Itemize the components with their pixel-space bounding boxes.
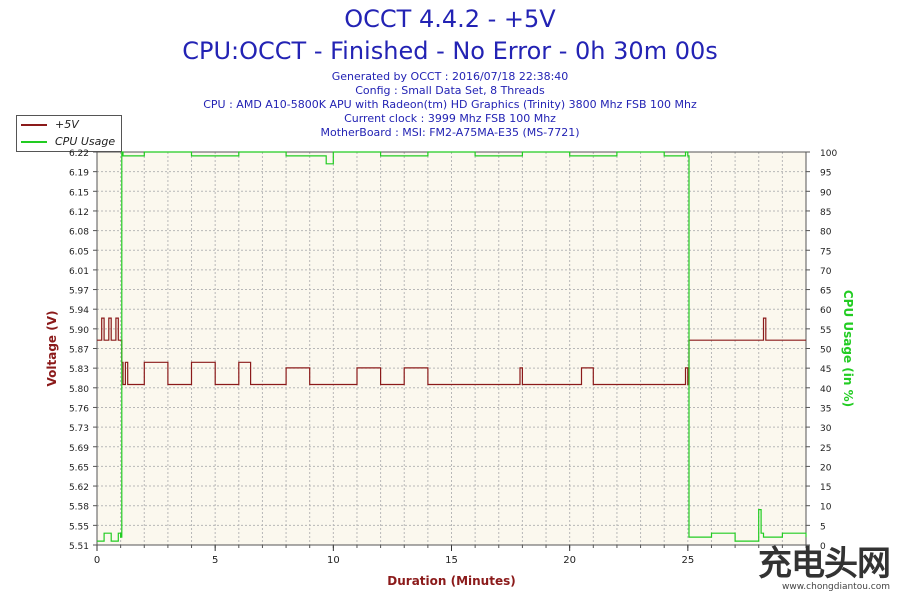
info-cpu: CPU : AMD A10-5800K APU with Radeon(tm) …	[203, 98, 697, 111]
y-left-tick-label: 6.22	[69, 149, 89, 159]
legend-swatch-5v	[21, 124, 47, 126]
y-right-tick-label: 80	[820, 228, 832, 238]
y-right-tick-label: 25	[820, 444, 831, 454]
y-right-tick-label: 0	[820, 542, 826, 552]
y-right-tick-label: 50	[820, 346, 832, 356]
y-left-tick-label: 5.97	[69, 287, 89, 297]
y-right-tick-label: 70	[820, 267, 832, 277]
info-motherboard: MotherBoard : MSI: FM2-A75MA-E35 (MS-772…	[320, 126, 580, 139]
watermark-logo: 充电头网	[758, 544, 891, 584]
y-right-tick-label: 65	[820, 287, 831, 297]
y-right-tick-label: 60	[820, 306, 832, 316]
y-left-tick-label: 5.58	[69, 503, 89, 513]
x-tick-label: 0	[94, 555, 100, 566]
y-left-tick-label: 5.73	[69, 424, 89, 434]
chart-subtitle: CPU:OCCT - Finished - No Error - 0h 30m …	[182, 37, 718, 65]
info-clock: Current clock : 3999 Mhz FSB 100 Mhz	[344, 112, 556, 125]
y-left-tick-label: 5.87	[69, 346, 89, 356]
series-line-cpu-usage	[97, 151, 807, 542]
x-axis-label: Duration (Minutes)	[387, 574, 515, 588]
y-left-tick-label: 5.76	[69, 404, 89, 414]
y-left-axis-label: Voltage (V)	[45, 311, 59, 387]
y-right-axis-label: CPU Usage (in %)	[841, 290, 855, 407]
y-right-tick-label: 35	[820, 404, 831, 414]
legend-swatch-cpu-usage	[21, 141, 47, 143]
y-right-tick-label: 85	[820, 208, 831, 218]
y-left-tick-label: 6.15	[69, 188, 89, 198]
x-tick-label: 15	[445, 555, 458, 566]
chart-title: OCCT 4.4.2 - +5V	[344, 5, 556, 33]
y-left-tick-label: 5.69	[69, 444, 89, 454]
y-right-tick-label: 5	[820, 522, 826, 532]
y-left-tick-label: 6.19	[69, 169, 89, 179]
y-right-tick-label: 10	[820, 503, 832, 513]
y-right-tick-label: 100	[820, 149, 837, 159]
legend-label-cpu-usage: CPU Usage	[55, 135, 116, 148]
y-left-tick-label: 6.05	[69, 247, 89, 257]
y-left-tick-label: 6.08	[69, 228, 89, 238]
y-right-tick-label: 75	[820, 247, 831, 257]
info-generated: Generated by OCCT : 2016/07/18 22:38:40	[331, 70, 569, 83]
watermark-url: www.chongdiantou.com	[782, 582, 890, 592]
y-right-tick-label: 30	[820, 424, 832, 434]
y-right-tick-label: 15	[820, 483, 831, 493]
x-tick-label: 20	[563, 555, 576, 566]
y-left-tick-label: 5.90	[69, 326, 89, 336]
y-right-tick-label: 95	[820, 169, 831, 179]
y-left-tick-label: 5.80	[69, 385, 89, 395]
y-left-tick-label: 5.94	[69, 306, 89, 316]
y-right-tick-label: 40	[820, 385, 832, 395]
y-left-tick-label: 5.51	[69, 542, 89, 552]
x-tick-label: 25	[681, 555, 694, 566]
y-left-tick-label: 5.55	[69, 522, 89, 532]
y-right-tick-label: 20	[820, 463, 832, 473]
y-right-tick-label: 55	[820, 326, 831, 336]
series-line-5v	[97, 317, 806, 386]
y-left-tick-label: 5.62	[69, 483, 89, 493]
y-left-tick-label: 6.01	[69, 267, 89, 277]
watermark: 充电头网 www.chongdiantou.com	[758, 544, 891, 592]
info-config: Config : Small Data Set, 8 Threads	[355, 84, 545, 97]
y-left-tick-label: 5.83	[69, 365, 89, 375]
legend: +5V CPU Usage	[16, 115, 122, 152]
legend-item-cpu-usage: CPU Usage	[17, 134, 121, 150]
y-right-tick-label: 90	[820, 188, 832, 198]
x-tick-label: 10	[327, 555, 340, 566]
y-left-tick-label: 6.12	[69, 208, 89, 218]
y-left-tick-label: 5.65	[69, 463, 89, 473]
legend-label-5v: +5V	[55, 118, 79, 131]
x-tick-label: 5	[212, 555, 218, 566]
y-right-tick-label: 45	[820, 365, 831, 375]
legend-item-5v: +5V	[17, 117, 121, 133]
